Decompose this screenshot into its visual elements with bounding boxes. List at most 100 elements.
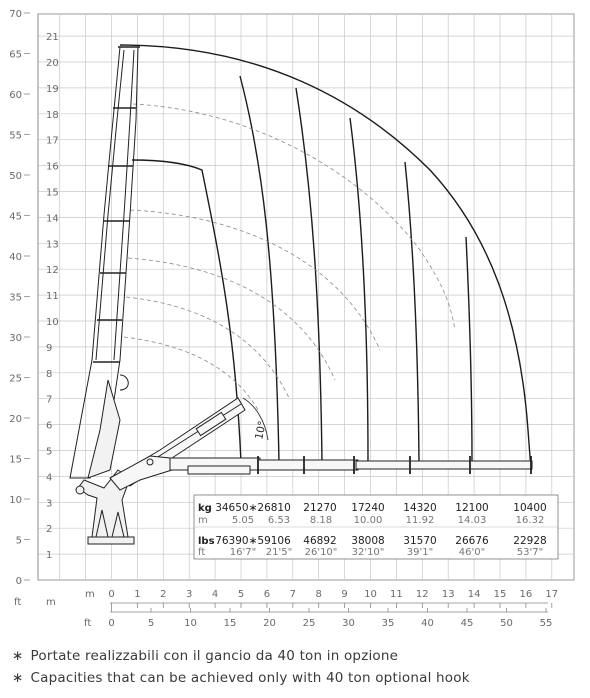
ft-value: 21'5" [266, 547, 292, 558]
boom-section-2 [257, 459, 359, 471]
horizontal-boom-collars [257, 456, 532, 474]
x-axis-m-unit: m [85, 589, 95, 600]
kg-value: 34650∗26810 [215, 502, 291, 514]
x-axis-ft-ticks: 0 5 10 15 20 25 30 35 40 45 50 55 [108, 608, 552, 629]
x-ft-tick-label: 25 [303, 618, 316, 629]
y-m-tick-label: 8 [46, 369, 52, 380]
x-m-tick-label: 14 [468, 589, 481, 600]
y-m-tick-label: 11 [46, 291, 59, 302]
kg-value: 10400 [513, 502, 546, 514]
y-m-tick-label: 6 [46, 421, 52, 432]
y-m-tick-label: 7 [46, 395, 52, 406]
x-m-tick-label: 4 [212, 589, 218, 600]
m-value: 6.53 [268, 515, 290, 526]
y-ft-tick-label: 30 [9, 333, 22, 344]
base-leg-left [95, 509, 109, 538]
y-m-tick-label: 17 [46, 136, 59, 147]
raised-boom-collars [93, 46, 140, 363]
ft-value: 46'0" [459, 547, 485, 558]
m-value: 8.18 [310, 515, 332, 526]
y-ft-tick-label: 15 [9, 455, 22, 466]
y-m-tick-label: 13 [46, 239, 59, 250]
x-ft-tick-label: 10 [184, 618, 197, 629]
raised-boom-inner-2 [113, 49, 135, 361]
dashed-boom-arcs [123, 103, 456, 411]
x-m-tick-label: 16 [520, 589, 533, 600]
m-value: 16.32 [516, 515, 545, 526]
y-m-tick-label: 19 [46, 84, 59, 95]
x-axis-ft-unit: ft [84, 618, 91, 629]
x-axis-m-ticks: 0 1 2 3 4 5 6 7 8 9 10 11 12 13 14 15 16 17 [108, 589, 558, 608]
raised-boom-hook [119, 374, 129, 391]
y-m-tick-label: 1 [46, 550, 52, 561]
y-ft-tick-label: 0 [16, 576, 22, 587]
lbs-value: 31570 [403, 535, 436, 547]
raised-boom-inner [95, 49, 125, 361]
y-axis-ft-unit: ft [14, 597, 21, 608]
y-m-tick-label: 16 [46, 162, 59, 173]
m-value: 14.03 [458, 515, 487, 526]
dashed-arc-4 [129, 209, 381, 351]
x-ft-tick-label: 45 [461, 618, 474, 629]
x-m-tick-label: 10 [364, 589, 377, 600]
x-ft-tick-label: 20 [263, 618, 276, 629]
y-m-tick-label: 21 [46, 32, 59, 43]
y-axis-ft-ticks: 0 5 10 15 20 25 30 35 40 45 50 55 60 65 70 [9, 9, 30, 587]
x-ft-tick-label: 15 [224, 618, 237, 629]
kg-value: 17240 [351, 502, 384, 514]
x-m-tick-label: 5 [238, 589, 244, 600]
angled-boom-cyl [195, 411, 227, 437]
envelope-line-5 [465, 236, 473, 463]
y-m-tick-label: 5 [46, 447, 52, 458]
x-m-tick-label: 12 [416, 589, 429, 600]
m-value: 10.00 [354, 515, 383, 526]
x-ft-tick-label: 50 [500, 618, 513, 629]
y-m-tick-label: 15 [46, 188, 59, 199]
angled-boom-mid [149, 403, 242, 463]
m-value: 11.92 [406, 515, 435, 526]
envelope-line-1 [239, 75, 280, 463]
inner-envelope [131, 159, 242, 463]
plot-grid [37, 13, 575, 581]
envelope-line-2 [295, 87, 323, 463]
x-ft-tick-label: 5 [148, 618, 154, 629]
y-m-tick-label: 14 [46, 213, 59, 224]
base-pivot [75, 485, 85, 495]
outer-envelope [119, 44, 532, 471]
x-m-tick-label: 6 [264, 589, 270, 600]
y-m-tick-label: 12 [46, 265, 59, 276]
x-m-tick-label: 9 [341, 589, 347, 600]
gridlines [38, 14, 574, 580]
x-ft-tick-label: 30 [342, 618, 355, 629]
envelope-line-3 [349, 117, 369, 463]
y-m-tick-label: 9 [46, 343, 52, 354]
ft-value: 26'10" [305, 547, 338, 558]
y-m-tick-label: 4 [46, 472, 52, 483]
x-m-tick-label: 0 [108, 589, 114, 600]
lbs-value: 26676 [455, 535, 489, 547]
boom-section-3 [355, 460, 533, 470]
x-m-tick-label: 7 [290, 589, 296, 600]
x-m-tick-label: 11 [390, 589, 403, 600]
y-ft-tick-label: 50 [9, 171, 22, 182]
y-ft-tick-label: 5 [16, 536, 22, 547]
base-plate [87, 536, 135, 545]
boom-cylinder [187, 465, 251, 475]
ft-value: 32'10" [352, 547, 385, 558]
footnote-italian: ∗ Portate realizzabili con il gancio da … [12, 648, 398, 664]
y-axis-m-unit: m [46, 597, 56, 608]
x-m-tick-label: 1 [134, 589, 140, 600]
y-m-tick-label: 3 [46, 498, 52, 509]
y-ft-tick-label: 25 [9, 374, 22, 385]
y-m-tick-label: 10 [46, 317, 59, 328]
m-row: 5.05 6.53 8.18 10.00 11.92 14.03 16.32 [232, 515, 544, 526]
y-ft-tick-label: 60 [9, 90, 22, 101]
lbs-value: 76390∗59106 [215, 535, 291, 547]
ft-value: 53'7" [517, 547, 543, 558]
dashed-arc-3 [127, 257, 336, 381]
x-m-tick-label: 17 [545, 589, 558, 600]
capacity-table: kg m lbs ft 34650∗26810 21270 17240 14320 12… [193, 494, 559, 560]
kg-row-label: kg [198, 503, 212, 514]
footnote-italian-text: Portate realizzabili con il gancio da 40… [30, 648, 399, 664]
